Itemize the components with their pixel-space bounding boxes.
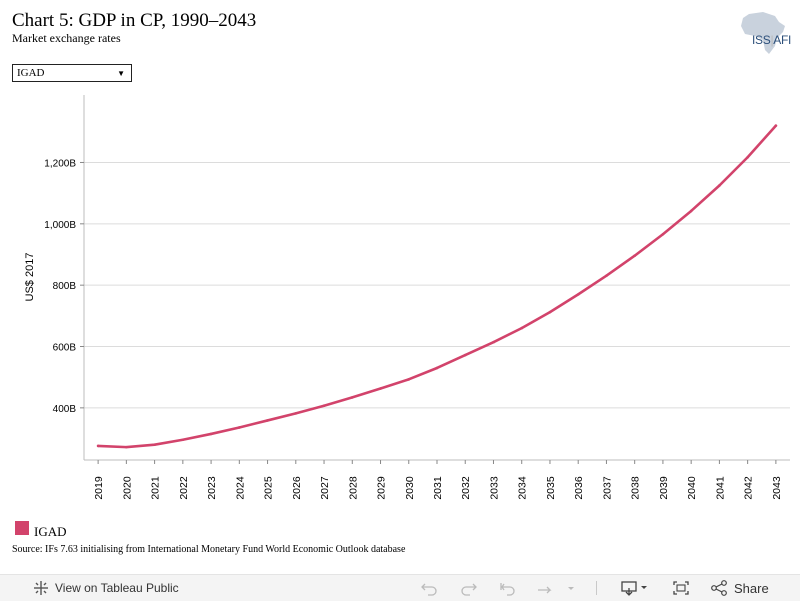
pause-dropdown-button[interactable] [566, 575, 576, 601]
redo-button[interactable] [460, 575, 478, 601]
undo-icon [421, 583, 437, 596]
x-tick-label: 2023 [206, 476, 218, 500]
y-tick-label: 800B [53, 281, 77, 292]
data-point [463, 353, 467, 357]
axes [83, 95, 790, 461]
share-button[interactable]: Share [710, 575, 769, 601]
data-point [379, 387, 382, 390]
x-tick-label: 2033 [488, 476, 500, 500]
data-point [209, 432, 213, 436]
revert-button[interactable] [498, 575, 516, 601]
data-point [718, 184, 721, 187]
data-point [125, 445, 128, 449]
redo-icon [461, 583, 477, 596]
data-point [96, 444, 100, 448]
share-icon [711, 580, 727, 596]
data-point [407, 378, 411, 381]
data-point [689, 209, 693, 213]
toolbar-divider [596, 581, 597, 595]
x-tick-label: 2029 [376, 476, 388, 500]
chevron-down-icon: ▼ [117, 68, 125, 78]
download-button[interactable] [620, 575, 650, 601]
x-tick-label: 2026 [291, 476, 303, 500]
x-tick-label: 2020 [121, 476, 133, 500]
data-point [746, 155, 749, 159]
x-tick-label: 2027 [319, 476, 331, 500]
data-point [266, 419, 269, 422]
region-filter-value: IGAD [17, 67, 45, 79]
legend-label-igad: IGAD [34, 524, 67, 539]
x-tick-label: 2019 [93, 476, 105, 500]
data-point [492, 340, 495, 344]
x-tick-label: 2036 [573, 476, 585, 500]
x-tick-label: 2037 [601, 476, 613, 500]
gdp-line-chart: 400B 600B 800B 1,000B 1,200B 2019 2020 2021 202… [24, 95, 790, 500]
y-tick-label: 1,200B [44, 158, 76, 169]
data-point [548, 310, 552, 314]
chart-subtitle: Market exchange rates [12, 31, 121, 45]
view-on-tableau-button[interactable]: View on Tableau Public [33, 575, 179, 601]
x-tick-label: 2032 [460, 476, 472, 500]
refresh-icon [538, 586, 552, 594]
data-point [153, 443, 156, 446]
x-tick-label: 2031 [432, 476, 444, 500]
africa-logo-icon [741, 12, 785, 54]
series [96, 124, 778, 449]
refresh-button[interactable] [536, 575, 554, 601]
y-axis-label: US$ 2017 [24, 253, 36, 302]
x-tick-label: 2025 [263, 476, 275, 500]
fullscreen-icon [673, 581, 689, 595]
y-axis-ticks: 400B 600B 800B 1,000B 1,200B [44, 158, 84, 415]
x-tick-label: 2040 [686, 476, 698, 500]
data-point [181, 438, 185, 442]
tableau-toolbar: View on Tableau Public [0, 574, 800, 601]
x-tick-label: 2034 [517, 476, 529, 500]
y-tick-label: 600B [53, 343, 77, 354]
data-point [774, 124, 778, 127]
download-icon [621, 581, 647, 596]
data-point [350, 396, 354, 399]
series-line-igad [96, 124, 778, 449]
revert-icon [500, 583, 515, 596]
x-tick-label: 2041 [714, 476, 726, 500]
pause-dropdown-icon [568, 587, 574, 590]
legend: IGAD [15, 510, 67, 540]
x-axis-ticks: 2019 2020 2021 2022 2023 2024 2025 2026 2027 2028… [93, 460, 783, 500]
x-tick-label: 2039 [658, 476, 670, 500]
y-tick-label: 400B [53, 404, 77, 415]
data-point [576, 293, 580, 296]
undo-button[interactable] [420, 575, 438, 601]
data-point [294, 412, 298, 415]
data-point [520, 326, 524, 330]
tableau-icon [34, 581, 48, 595]
x-tick-label: 2024 [234, 476, 246, 500]
x-tick-label: 2030 [404, 476, 416, 500]
x-tick-label: 2043 [771, 476, 783, 500]
fullscreen-button[interactable] [672, 575, 690, 601]
legend-swatch-igad [15, 521, 29, 535]
data-point [633, 254, 636, 258]
y-tick-label: 1,000B [44, 220, 76, 231]
region-filter-dropdown[interactable]: IGAD ▼ [12, 64, 132, 82]
x-tick-label: 2021 [150, 476, 162, 500]
data-point [435, 366, 439, 370]
source-note: Source: IFs 7.63 initialising from Inter… [12, 544, 406, 555]
gridlines [84, 161, 790, 409]
x-tick-label: 2038 [630, 476, 642, 500]
x-tick-label: 2042 [743, 476, 755, 500]
data-point [322, 404, 326, 408]
share-label: Share [734, 580, 769, 596]
x-tick-label: 2035 [545, 476, 557, 500]
data-point [661, 232, 665, 236]
data-point [605, 274, 608, 277]
x-tick-label: 2028 [347, 476, 359, 500]
x-tick-label: 2022 [178, 476, 190, 500]
iss-afi-logo: ISS|AFI [752, 33, 792, 47]
data-point [238, 426, 241, 429]
view-on-tableau-label: View on Tableau Public [55, 581, 179, 595]
chart-title: Chart 5: GDP in CP, 1990–2043 [12, 10, 257, 31]
